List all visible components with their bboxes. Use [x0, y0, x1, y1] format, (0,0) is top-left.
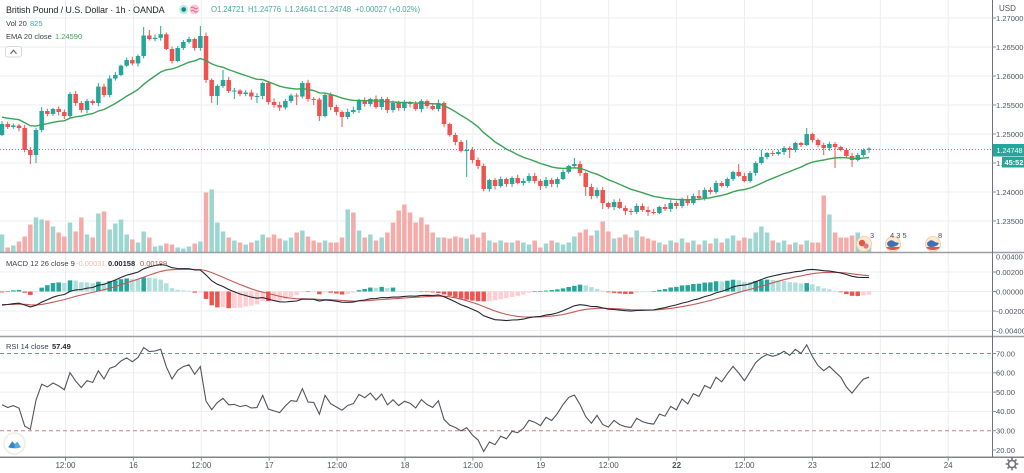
svg-text:8: 8: [938, 231, 942, 240]
svg-text:1.26500: 1.26500: [996, 43, 1023, 52]
svg-text:0.00200: 0.00200: [996, 268, 1023, 277]
svg-text:825: 825: [30, 19, 43, 28]
svg-text:1.24000: 1.24000: [996, 188, 1023, 197]
svg-text:22: 22: [672, 461, 681, 470]
svg-text:3: 3: [870, 231, 874, 240]
svg-text:1.26000: 1.26000: [996, 72, 1023, 81]
svg-text:-0.00400: -0.00400: [996, 326, 1024, 335]
svg-text:12:00: 12:00: [191, 461, 212, 470]
svg-text:12:00: 12:00: [327, 461, 348, 470]
svg-text:60.00: 60.00: [996, 369, 1015, 378]
svg-text:12:00: 12:00: [463, 461, 484, 470]
svg-text:12:00: 12:00: [599, 461, 620, 470]
svg-text:0.00000: 0.00000: [996, 287, 1023, 296]
svg-text:Vol 20: Vol 20: [6, 19, 27, 28]
svg-text:-0.00200: -0.00200: [996, 307, 1024, 316]
svg-text:0.00158: 0.00158: [108, 259, 135, 268]
svg-text:70.00: 70.00: [996, 349, 1015, 358]
svg-text:EMA 20 close: EMA 20 close: [6, 32, 52, 41]
svg-text:H1.24776: H1.24776: [248, 5, 281, 14]
svg-text:1.25500: 1.25500: [996, 101, 1023, 110]
svg-text:17: 17: [265, 461, 274, 470]
svg-text:1.24590: 1.24590: [55, 32, 82, 41]
svg-text:MACD 12 26 close 9: MACD 12 26 close 9: [6, 259, 75, 268]
svg-text:1.23500: 1.23500: [996, 217, 1023, 226]
svg-text:4 3 5: 4 3 5: [890, 231, 907, 240]
svg-text:0.00400: 0.00400: [996, 253, 1023, 262]
svg-text:12:00: 12:00: [870, 461, 891, 470]
svg-text:1.24748: 1.24748: [997, 146, 1023, 155]
svg-text:1.27000: 1.27000: [996, 14, 1023, 23]
svg-text:20.00: 20.00: [996, 446, 1015, 455]
svg-text:24: 24: [944, 461, 953, 470]
svg-text:RSI 14 close: RSI 14 close: [6, 342, 49, 351]
svg-text:USD: USD: [999, 4, 1016, 13]
svg-text:19: 19: [536, 461, 545, 470]
svg-text:L1.24641: L1.24641: [285, 5, 317, 14]
svg-text:12:00: 12:00: [734, 461, 755, 470]
svg-text:12:00: 12:00: [55, 461, 76, 470]
svg-text:-0.00031: -0.00031: [76, 259, 106, 268]
svg-text:O1.24721: O1.24721: [211, 5, 244, 14]
svg-text:30.00: 30.00: [996, 427, 1015, 436]
svg-text:0.00189: 0.00189: [140, 259, 167, 268]
svg-text:+0.00027 (+0.02%): +0.00027 (+0.02%): [355, 5, 421, 14]
svg-text:45:52: 45:52: [1005, 158, 1024, 167]
svg-text:18: 18: [401, 461, 410, 470]
svg-text:British Pound / U.S. Dollar ·: British Pound / U.S. Dollar · 1h · OANDA: [6, 5, 165, 15]
svg-text:1.25000: 1.25000: [996, 130, 1023, 139]
svg-text:50.00: 50.00: [996, 388, 1015, 397]
svg-text:C1.24748: C1.24748: [318, 5, 351, 14]
svg-text:40.00: 40.00: [996, 407, 1015, 416]
svg-text:57.49: 57.49: [52, 342, 71, 351]
svg-text:16: 16: [129, 461, 138, 470]
svg-text:23: 23: [808, 461, 817, 470]
